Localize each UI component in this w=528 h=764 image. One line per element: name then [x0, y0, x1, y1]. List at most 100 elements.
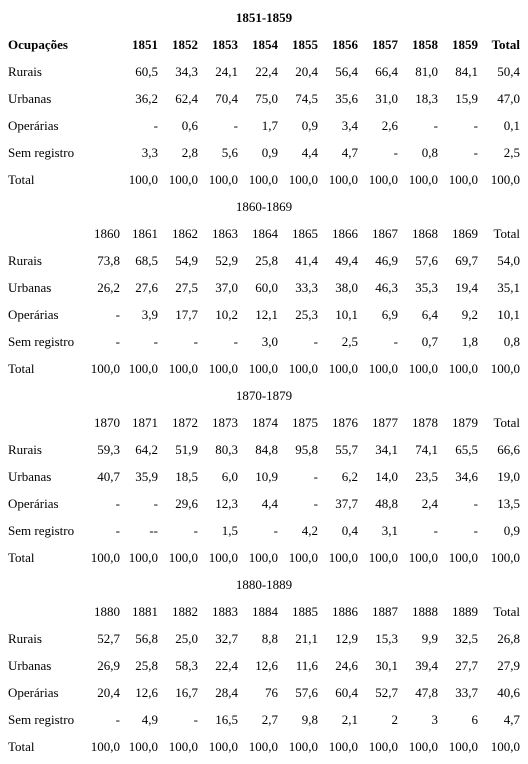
column-header: 1851	[132, 37, 158, 52]
cell-value: 46,9	[375, 253, 398, 268]
column-header: 1885	[292, 604, 318, 619]
cell-value: 0,6	[181, 118, 198, 133]
column-header: 1873	[212, 415, 238, 430]
cell-value: 100,0	[248, 361, 278, 376]
column-header: 1860	[94, 226, 120, 241]
cell-value: 23,5	[415, 469, 438, 484]
cell-value: -	[473, 145, 478, 160]
cell-value: 35,1	[497, 280, 520, 295]
cell-value: 0,9	[261, 145, 278, 160]
cell-value: 0,4	[341, 523, 358, 538]
cell-value: 19,0	[497, 469, 520, 484]
column-header: 1854	[252, 37, 278, 52]
cell-value: 32,5	[455, 631, 478, 646]
cell-value: -	[473, 523, 478, 538]
cell-value: 52,9	[215, 253, 238, 268]
cell-value: 81,0	[415, 64, 438, 79]
column-header: 1888	[412, 604, 438, 619]
row-label: Operárias	[8, 685, 59, 700]
cell-value: 32,7	[215, 631, 238, 646]
cell-value: 3,9	[141, 307, 158, 322]
cell-value: 33,7	[455, 685, 478, 700]
row-label: Sem registro	[8, 334, 75, 349]
cell-value: 3,4	[341, 118, 358, 133]
cell-value: 100,0	[368, 361, 398, 376]
cell-value: 100,0	[490, 172, 520, 187]
column-header: 1874	[252, 415, 278, 430]
cell-value: 38,0	[335, 280, 358, 295]
cell-value: 35,6	[335, 91, 358, 106]
column-header: 1880	[94, 604, 120, 619]
column-header: 1866	[332, 226, 358, 241]
cell-value: 100,0	[90, 361, 120, 376]
cell-value: 54,0	[497, 253, 520, 268]
cell-value: 69,7	[455, 253, 478, 268]
cell-value: -	[115, 523, 120, 538]
cell-value: 6,4	[421, 307, 438, 322]
cell-value: 2,5	[341, 334, 358, 349]
section-title: 1880-1889	[235, 577, 293, 592]
cell-value: 37,7	[335, 496, 358, 511]
cell-value: 2,4	[421, 496, 438, 511]
cell-value: 29,6	[175, 496, 198, 511]
cell-value: 24,6	[335, 658, 358, 673]
cell-value: 100,0	[208, 550, 238, 565]
cell-value: 84,8	[255, 442, 278, 457]
row-label: Sem registro	[8, 523, 75, 538]
cell-value: 0,1	[503, 118, 520, 133]
row-label: Total	[8, 361, 35, 376]
cell-value: 100,0	[288, 550, 318, 565]
column-header: Total	[493, 604, 520, 619]
cell-value: 4,7	[503, 712, 520, 727]
cell-value: 10,2	[215, 307, 238, 322]
column-header: 1872	[172, 415, 198, 430]
cell-value: 100,0	[208, 361, 238, 376]
cell-value: 100,0	[448, 550, 478, 565]
cell-value: -	[115, 496, 120, 511]
cell-value: 100,0	[288, 361, 318, 376]
cell-value: 100,0	[490, 739, 520, 754]
cell-value: -	[193, 523, 198, 538]
cell-value: 84,1	[455, 64, 478, 79]
column-header: 1853	[212, 37, 238, 52]
cell-value: 34,6	[455, 469, 478, 484]
cell-value: 100,0	[208, 172, 238, 187]
cell-value: --	[149, 523, 158, 538]
cell-value: 6,9	[381, 307, 398, 322]
cell-value: 12,6	[135, 685, 158, 700]
cell-value: -	[153, 118, 158, 133]
cell-value: 1,7	[261, 118, 278, 133]
cell-value: 100,0	[168, 739, 198, 754]
column-header: 1870	[94, 415, 120, 430]
column-header: 1877	[372, 415, 398, 430]
cell-value: 3	[431, 712, 439, 727]
cell-value: 100,0	[248, 172, 278, 187]
cell-value: 6,0	[221, 469, 238, 484]
cell-value: 100,0	[168, 361, 198, 376]
cell-value: 41,4	[295, 253, 318, 268]
cell-value: 100,0	[288, 172, 318, 187]
column-header: 1887	[372, 604, 398, 619]
cell-value: 100,0	[408, 550, 438, 565]
column-header: Total	[493, 415, 520, 430]
cell-value: -	[473, 496, 478, 511]
cell-value: 40,6	[497, 685, 520, 700]
column-header: 1875	[292, 415, 318, 430]
cell-value: 6,2	[341, 469, 358, 484]
cell-value: 37,0	[215, 280, 238, 295]
cell-value: 9,8	[301, 712, 318, 727]
cell-value: 68,5	[135, 253, 158, 268]
cell-value: 57,6	[415, 253, 438, 268]
cell-value: 34,1	[375, 442, 398, 457]
cell-value: 9,9	[421, 631, 438, 646]
column-header: 1882	[172, 604, 198, 619]
cell-value: 12,6	[255, 658, 278, 673]
cell-value: 100,0	[128, 172, 158, 187]
column-header: 1859	[452, 37, 478, 52]
cell-value: 26,8	[497, 631, 520, 646]
cell-value: 100,0	[168, 550, 198, 565]
row-label: Sem registro	[8, 712, 75, 727]
cell-value: 2,6	[381, 118, 398, 133]
column-header: 1858	[412, 37, 438, 52]
cell-value: -	[115, 712, 120, 727]
